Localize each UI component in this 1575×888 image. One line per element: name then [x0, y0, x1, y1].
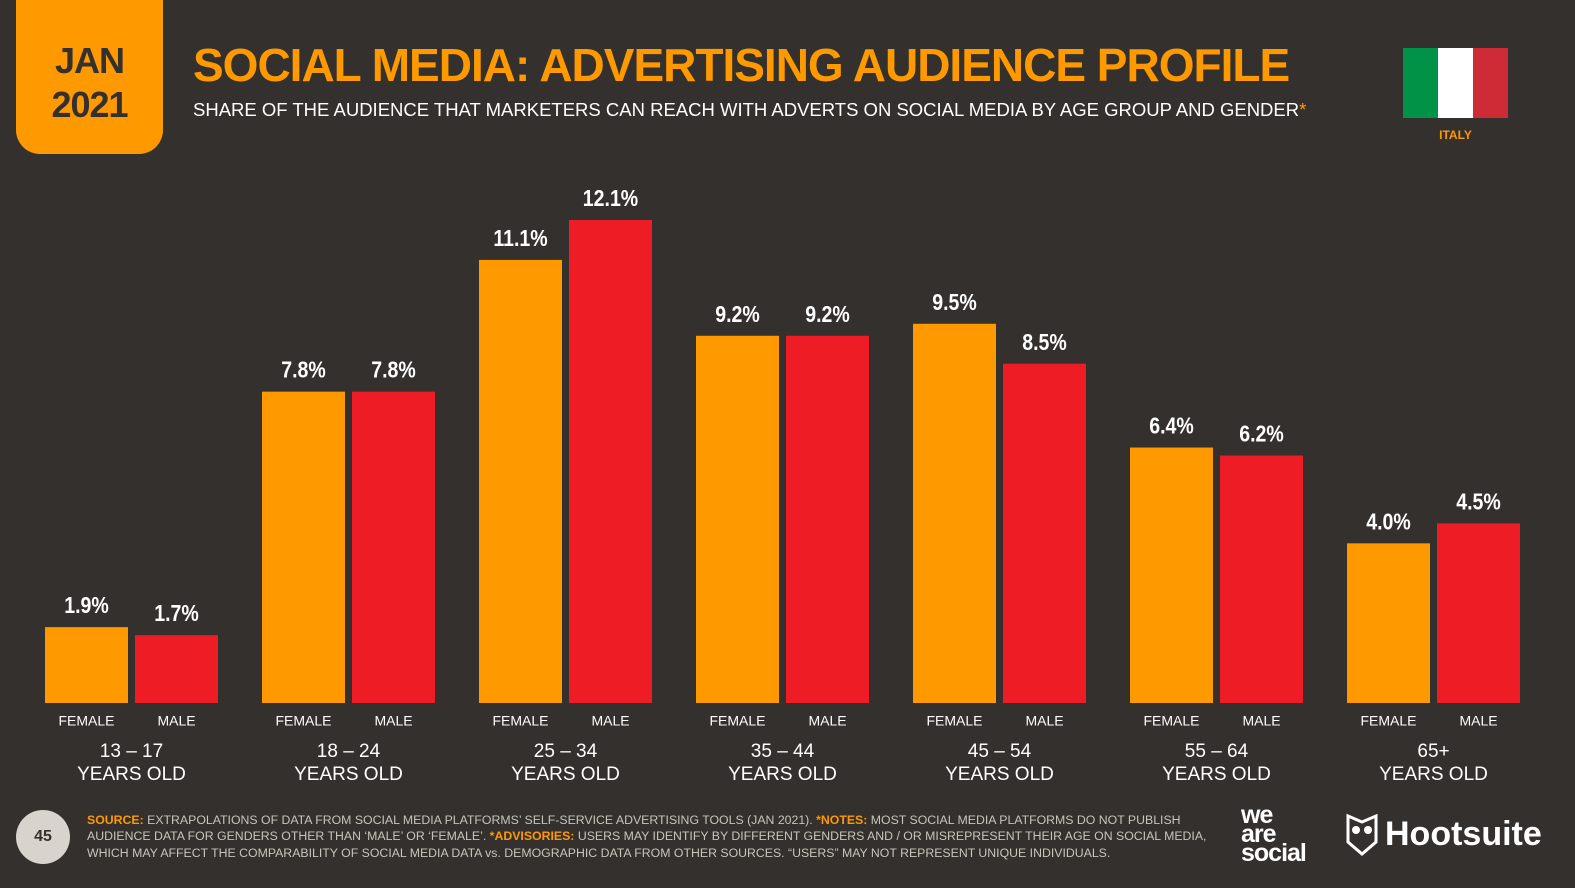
x-tick-label: 25 – 34: [534, 741, 598, 762]
series-label: MALE: [1242, 713, 1280, 729]
value-label: 9.2%: [715, 301, 760, 327]
value-label: 4.0%: [1366, 509, 1411, 535]
logo-text: are: [1241, 820, 1277, 848]
note-text: EXTRAPOLATIONS OF DATA FROM SOCIAL MEDIA…: [143, 813, 817, 827]
x-tick-label: YEARS OLD: [945, 764, 1054, 785]
bar: [1220, 455, 1303, 703]
value-label: 4.5%: [1456, 489, 1501, 515]
bar: [786, 335, 869, 703]
value-label: 7.8%: [371, 357, 416, 383]
series-label: FEMALE: [926, 713, 982, 729]
series-label: FEMALE: [1360, 713, 1416, 729]
country-label: ITALY: [1439, 128, 1472, 142]
logo-text: social: [1241, 839, 1307, 867]
badge-month: JAN: [54, 40, 125, 81]
x-tick-label: YEARS OLD: [511, 764, 620, 785]
series-label: FEMALE: [58, 713, 114, 729]
x-tick-label: YEARS OLD: [1379, 764, 1488, 785]
bar: [696, 335, 779, 703]
value-label: 11.1%: [493, 226, 547, 252]
series-label: MALE: [374, 713, 412, 729]
bar: [45, 627, 128, 703]
value-label: 6.4%: [1149, 413, 1194, 439]
note-text: MOST SOCIAL MEDIA PLATFORMS DO NOT PUBLI…: [87, 813, 1181, 844]
x-tick-label: 45 – 54: [968, 741, 1032, 762]
value-label: 9.2%: [805, 301, 850, 327]
note-label: *NOTES:: [816, 813, 868, 827]
subtitle-block: SHARE OF THE AUDIENCE THAT MARKETERS CAN…: [193, 99, 1306, 121]
x-tick-label: 35 – 44: [751, 741, 815, 762]
value-label: 12.1%: [583, 186, 638, 212]
logo-text: Hootsuite: [1385, 814, 1542, 853]
series-label: MALE: [1459, 713, 1497, 729]
series-label: FEMALE: [492, 713, 548, 729]
footnote: SOURCE: EXTRAPOLATIONS OF DATA FROM SOCI…: [87, 812, 1227, 861]
x-tick-label: YEARS OLD: [1162, 764, 1271, 785]
value-label: 1.9%: [64, 593, 109, 619]
x-tick-label: YEARS OLD: [728, 764, 837, 785]
bar: [569, 220, 652, 703]
note-text: USERS MAY IDENTIFY BY DIFFERENT GENDERS …: [87, 829, 1207, 860]
bar: [1437, 523, 1520, 703]
logo-text: we: [1241, 801, 1273, 829]
series-label: MALE: [1025, 713, 1063, 729]
x-tick-label: 13 – 17: [100, 741, 163, 762]
value-label: 1.7%: [154, 601, 199, 627]
bar: [352, 391, 435, 703]
x-tick-label: YEARS OLD: [294, 764, 403, 785]
series-label: MALE: [808, 713, 846, 729]
note-label: *ADVISORIES:: [489, 829, 575, 844]
value-label: 8.5%: [1022, 329, 1067, 355]
owl-icon: [1346, 813, 1378, 856]
logo-hootsuite: Hootsuite: [1345, 812, 1542, 856]
x-tick-label: 65+: [1417, 741, 1449, 762]
bar: [262, 391, 345, 703]
bar: [1003, 363, 1086, 703]
bar: [1130, 447, 1213, 703]
bar: [479, 259, 562, 703]
logo-we-are-social: we are social: [1241, 801, 1307, 867]
date-badge: [16, 0, 163, 154]
x-tick-label: 18 – 24: [317, 741, 381, 762]
value-label: 7.8%: [281, 357, 326, 383]
subtitle-mark: *: [1299, 99, 1307, 120]
note-label: SOURCE:: [87, 813, 144, 827]
series-label: FEMALE: [275, 713, 331, 729]
series-label: MALE: [157, 713, 195, 729]
bar: [135, 635, 218, 703]
x-tick-label: 55 – 64: [1185, 741, 1249, 762]
chart-subtitle: SHARE OF THE AUDIENCE THAT MARKETERS CAN…: [193, 99, 1300, 120]
x-tick-label: YEARS OLD: [77, 764, 186, 785]
chart-title: SOCIAL MEDIA: ADVERTISING AUDIENCE PROFI…: [193, 39, 1290, 91]
series-label: FEMALE: [1143, 713, 1199, 729]
badge-year: 2021: [51, 84, 128, 125]
value-label: 9.5%: [932, 289, 977, 315]
flag: [1403, 48, 1508, 118]
bar: [1347, 543, 1430, 703]
value-label: 6.2%: [1239, 421, 1284, 447]
page-number: 45: [16, 810, 70, 864]
series-label: MALE: [591, 713, 629, 729]
bar: [913, 323, 996, 703]
series-label: FEMALE: [709, 713, 765, 729]
